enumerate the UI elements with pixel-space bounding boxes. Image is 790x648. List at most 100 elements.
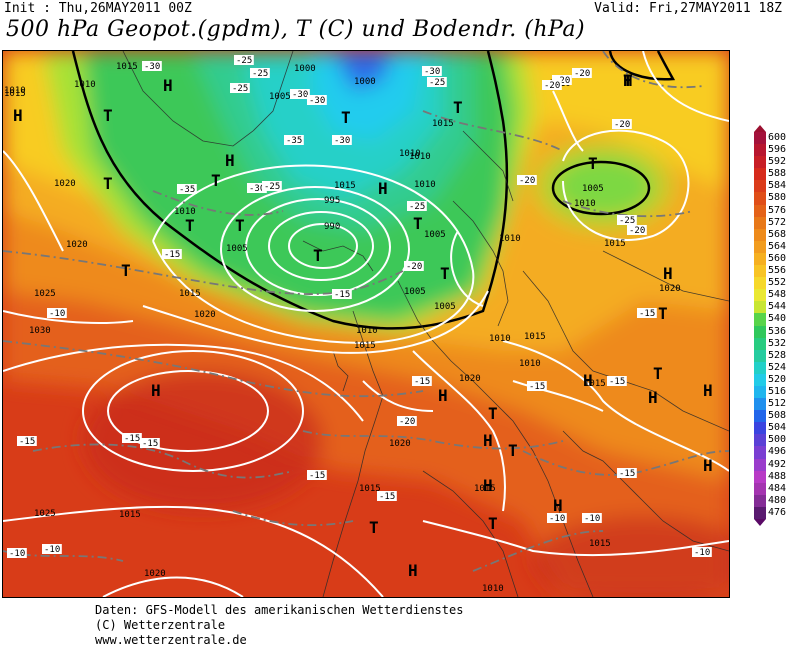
- isobar-value: 1025: [34, 509, 56, 519]
- isobar-value: 1015: [334, 181, 356, 191]
- high-pressure-label: H: [703, 381, 713, 400]
- low-pressure-label: T: [653, 364, 663, 383]
- high-pressure-label: H: [648, 388, 658, 407]
- legend-swatch: [754, 132, 766, 145]
- temperature-value: -15: [142, 439, 158, 449]
- low-pressure-label: T: [413, 214, 423, 233]
- temperature-value: -25: [429, 78, 445, 88]
- temperature-value: -25: [232, 84, 248, 94]
- legend-label: 520: [768, 373, 787, 385]
- low-pressure-label: T: [588, 154, 598, 173]
- isobar-value: 1010: [489, 334, 511, 344]
- isobar-value: 995: [324, 196, 340, 206]
- isobar-value: 1010: [356, 326, 378, 336]
- low-pressure-label: T: [185, 216, 195, 235]
- legend-entry: 476: [754, 506, 790, 519]
- isobar-value: 1015: [359, 484, 381, 494]
- legend-entry: 568: [754, 228, 790, 241]
- legend-label: 524: [768, 361, 787, 373]
- temperature-value: -35: [179, 185, 195, 195]
- legend-entry: 544: [754, 301, 790, 314]
- temperature-value: -30: [424, 67, 440, 77]
- isobar-value: 1010: [482, 584, 504, 594]
- legend-entry: 488: [754, 470, 790, 483]
- temperature-value: -30: [292, 90, 308, 100]
- low-pressure-label: T: [369, 518, 379, 537]
- temperature-value: -20: [574, 69, 590, 79]
- isobar-value: 1015: [524, 332, 546, 342]
- legend-swatch: [754, 325, 766, 338]
- low-pressure-label: T: [313, 246, 323, 265]
- isobar-value: 1015: [354, 341, 376, 351]
- isobar-value: 1015: [119, 510, 141, 520]
- legend-entry: 480: [754, 494, 790, 507]
- isobar-value: 1015: [116, 62, 138, 72]
- low-pressure-label: T: [623, 71, 633, 90]
- legend-swatch: [754, 506, 766, 519]
- coastlines: [122, 51, 729, 597]
- temperature-value: -10: [49, 309, 65, 319]
- isobar-value: 1020: [54, 179, 76, 189]
- temperature-value: -15: [414, 377, 430, 387]
- legend-label: 560: [768, 252, 787, 264]
- isobar-value: 1000: [294, 64, 316, 74]
- legend-swatch: [754, 144, 766, 157]
- legend-label: 484: [768, 482, 787, 494]
- website-link[interactable]: www.wetterzentrale.de: [95, 633, 247, 647]
- temperature-value: -25: [252, 69, 268, 79]
- isobar-value: 1005: [269, 92, 291, 102]
- legend-label: 500: [768, 434, 787, 446]
- isobar-value: 1010: [409, 152, 431, 162]
- legend-up-arrow: [754, 125, 766, 132]
- legend-label: 572: [768, 216, 787, 228]
- low-pressure-label: T: [103, 106, 113, 125]
- trough-outline: [71, 51, 676, 330]
- isobar-value: 1010: [174, 207, 196, 217]
- high-pressure-label: H: [663, 264, 673, 283]
- isobar-value: 1015: [474, 484, 496, 494]
- legend-entry: 556: [754, 265, 790, 278]
- legend-swatch: [754, 313, 766, 326]
- legend-swatch: [754, 385, 766, 399]
- isobar-value: 1005: [226, 244, 248, 254]
- legend-swatch: [754, 204, 766, 217]
- low-pressure-label: T: [440, 264, 450, 283]
- weather-map: H H H H H H H H H H H H H H H H T T T T …: [2, 50, 730, 598]
- high-pressure-label: H: [13, 106, 23, 125]
- legend-swatch: [754, 458, 766, 471]
- legend-swatch: [754, 216, 766, 229]
- legend-label: 584: [768, 180, 787, 192]
- temperature-value: -15: [619, 469, 635, 479]
- isobar-value: 1005: [424, 230, 446, 240]
- legend-swatch: [754, 192, 766, 205]
- color-legend: 600 596 592 588 584 580 576 572 568 564 560 556 552 5…: [754, 125, 790, 526]
- temperature-value: -20: [554, 76, 570, 86]
- legend-swatch: [754, 289, 766, 302]
- legend-label: 512: [768, 398, 787, 410]
- isobar-value: 1020: [144, 569, 166, 579]
- low-pressure-label: T: [121, 261, 131, 280]
- legend-entry: 532: [754, 337, 790, 350]
- high-pressure-label: H: [553, 496, 563, 515]
- legend-label: 588: [768, 168, 787, 180]
- legend-entry: 492: [754, 458, 790, 471]
- high-pressure-label: H: [623, 71, 633, 90]
- legend-label: 504: [768, 422, 787, 434]
- legend-label: 544: [768, 301, 787, 313]
- temperature-value: -20: [614, 120, 630, 130]
- high-pressure-label: H: [583, 371, 593, 390]
- temperature-value: -15: [309, 471, 325, 481]
- high-pressure-label: H: [408, 561, 418, 580]
- legend-entry: 504: [754, 422, 790, 435]
- pressure-centers: H H H H H H H H H H H H H H H H T T T T …: [13, 71, 713, 580]
- isobar-value: 1005: [582, 184, 604, 194]
- legend-label: 564: [768, 240, 787, 252]
- isobar-value: 1015: [584, 379, 606, 389]
- isobar-value: 1020: [194, 310, 216, 320]
- low-pressure-label: T: [235, 216, 245, 235]
- isobar-lines: [3, 51, 729, 597]
- isobar-value: 1010: [519, 359, 541, 369]
- high-pressure-label: H: [703, 456, 713, 475]
- legend-entry: 500: [754, 434, 790, 447]
- temperature-value: -15: [124, 434, 140, 444]
